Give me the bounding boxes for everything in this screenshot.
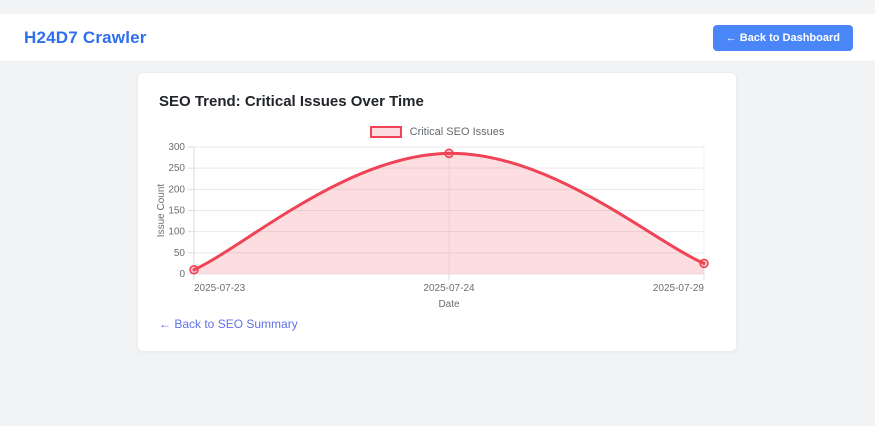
back-to-seo-summary-link[interactable]: ← Back to SEO Summary <box>159 317 298 331</box>
app-title: H24D7 Crawler <box>24 27 147 47</box>
y-tick-label: 150 <box>168 206 185 217</box>
y-tick-label: 200 <box>168 184 185 195</box>
x-axis-title: Date <box>438 299 460 307</box>
y-tick-label: 0 <box>179 269 185 280</box>
y-tick-label: 250 <box>168 163 185 174</box>
legend-label: Critical SEO Issues <box>409 125 505 138</box>
series-line <box>192 151 706 272</box>
legend-swatch <box>369 125 402 138</box>
back-to-dashboard-button[interactable]: ← Back to Dashboard <box>712 24 853 51</box>
card-title: SEO Trend: Critical Issues Over Time <box>159 93 424 110</box>
y-tick-label: 100 <box>168 227 185 238</box>
x-tick-label: 2025-07-29 <box>653 283 705 294</box>
y-tick-label: 50 <box>174 248 186 259</box>
data-point <box>189 264 199 275</box>
seo-trend-card: SEO Trend: Critical Issues Over Time Cri… <box>137 72 737 352</box>
data-point <box>699 258 709 269</box>
chart-legend[interactable]: Critical SEO Issues <box>154 125 720 138</box>
app-header: H24D7 Crawler ← Back to Dashboard <box>0 14 875 62</box>
main-content: SEO Trend: Critical Issues Over Time Cri… <box>0 62 875 352</box>
x-tick-label: 2025-07-24 <box>423 283 475 294</box>
y-tick-label: 300 <box>168 142 185 153</box>
seo-trend-chart[interactable]: 0 50 100 150 200 250 300 2025-07-23 2025-07-24 20… <box>154 142 720 307</box>
x-tick-label: 2025-07-23 <box>194 283 246 294</box>
data-point <box>444 148 454 159</box>
y-axis-title: Issue Count <box>156 184 167 238</box>
series-area-fill <box>194 153 704 274</box>
